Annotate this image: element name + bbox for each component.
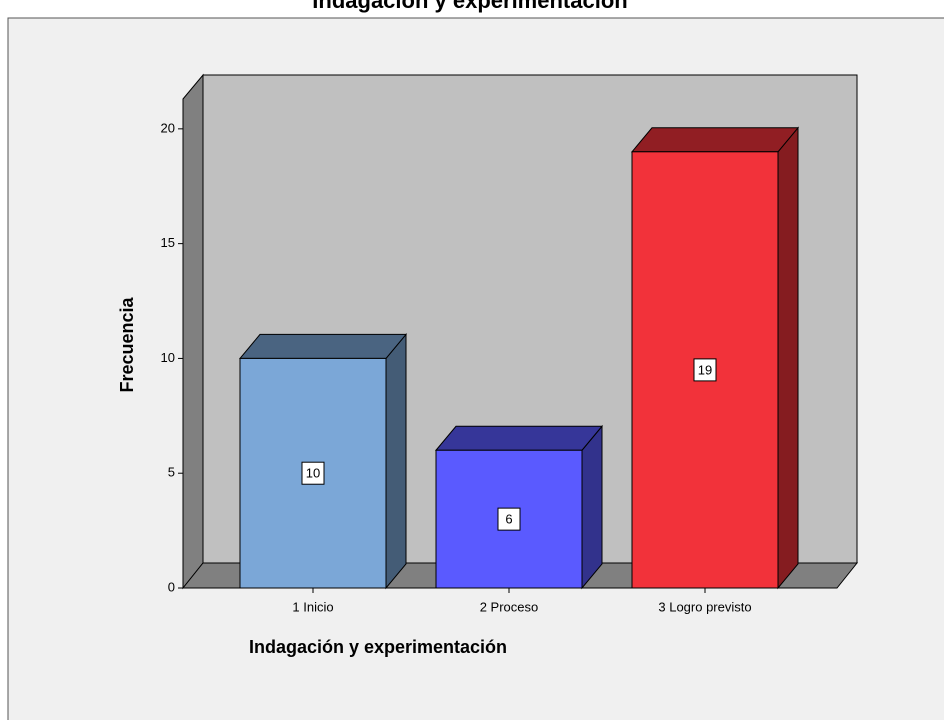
x-axis-title: Indagación y experimentación [249, 637, 507, 657]
x-tick-label: 1 Inicio [292, 599, 333, 614]
bar-top [434, 425, 604, 451]
value-label: 19 [698, 362, 712, 377]
value-label-box [693, 358, 717, 382]
bar-side [581, 424, 603, 590]
bar-top [238, 333, 408, 359]
bar-top [630, 127, 800, 153]
y-tick-label: 0 [168, 579, 175, 594]
value-label: 6 [505, 512, 512, 527]
y-tick-label: 15 [161, 235, 175, 250]
chart-title: Indagación y experimentación [312, 0, 627, 13]
x-tick-label: 3 Logro previsto [658, 599, 751, 614]
y-axis-title: Frecuencia [117, 296, 137, 392]
y-tick-label: 10 [161, 350, 175, 365]
value-label-box [301, 461, 325, 485]
bar-side [777, 126, 799, 590]
bar-side [385, 333, 407, 590]
value-label-box [497, 507, 521, 531]
x-tick-label: 2 Proceso [480, 599, 539, 614]
side-wall [182, 73, 204, 590]
y-tick-label: 20 [161, 120, 175, 135]
value-label: 10 [306, 466, 320, 481]
y-tick-label: 5 [168, 465, 175, 480]
